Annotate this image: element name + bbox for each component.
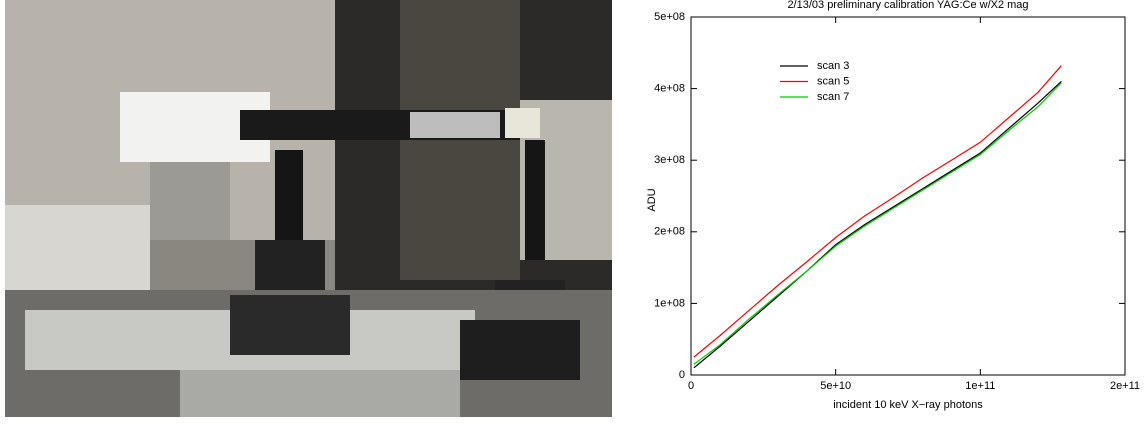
series-line [693, 65, 1062, 358]
lab-photo [5, 0, 612, 417]
plot-frame [690, 16, 1126, 376]
y-tick-label: 5e+08 [654, 11, 685, 23]
legend-label: scan 5 [817, 75, 849, 87]
y-tick-label: 1e+08 [654, 297, 685, 309]
series-line [693, 82, 1062, 365]
y-tick-label: 4e+08 [654, 83, 685, 95]
y-tick-label: 0 [679, 369, 685, 381]
x-tick-label: 5e+10 [820, 380, 851, 392]
x-tick-label: 1e+11 [965, 380, 995, 392]
legend-label: scan 3 [817, 60, 849, 72]
y-tick-label: 2e+08 [654, 226, 685, 238]
x-tick-label: 2e+11 [1110, 380, 1140, 392]
x-axis-label: incident 10 keV X−ray photons [833, 399, 983, 411]
chart-title: 2/13/03 preliminary calibration YAG:Ce w… [787, 0, 1028, 11]
series-line [693, 81, 1062, 369]
x-tick-label: 0 [688, 380, 694, 392]
y-tick-label: 3e+08 [654, 154, 685, 166]
legend-label: scan 7 [817, 91, 849, 103]
y-axis-label: ADU [646, 188, 658, 211]
